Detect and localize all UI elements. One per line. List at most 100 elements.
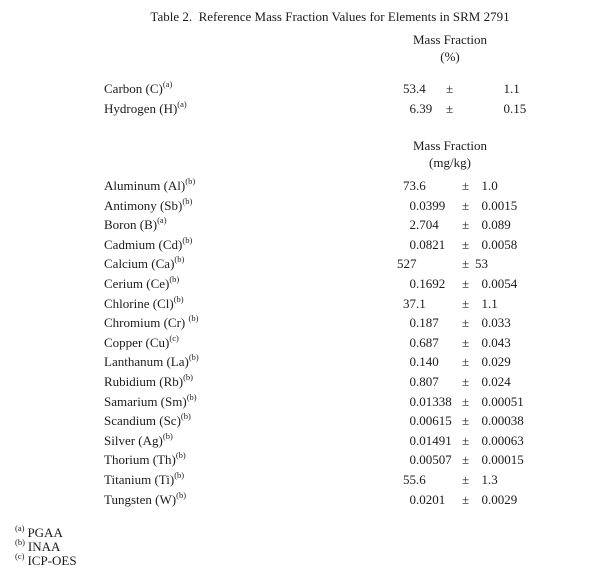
value-int: 0 [409,432,417,448]
uncertainty-int: 0 [481,491,489,507]
element-note: (a) [162,79,173,89]
table-row: Carbon (C)(a) 53 .4 ± 1 .1 [104,79,600,99]
value-frac: .01491 [416,432,452,448]
footnote: (c) ICP-OES [15,552,77,568]
element-note: (b) [174,469,185,480]
uncertainty-frac: .0054 [488,275,518,291]
table-row: Thorium (Th)(b) 0 .00507 ± 0 .00015 [104,450,600,470]
table-row: Scandium (Sc)(b) 0 .00615 ± 0 .00038 [104,411,600,431]
table-row: Hydrogen (H)(a) 6 .39 ± 0 .15 [104,99,600,119]
uncertainty-int: 0 [481,452,489,468]
value-frac: .687 [416,334,439,350]
table-row: Chromium (Cr) (b) 0 .187 ± 0 .033 [104,313,600,333]
table-row: Rubidium (Rb)(b) 0 .807 ± 0 .024 [104,372,600,392]
uncertainty-int: 1 [481,295,489,311]
value-frac: .39 [416,100,433,116]
element-name: Scandium (Sc)(b) [104,411,191,429]
footnote-label: INAA [27,539,61,554]
column-header-percent: Mass Fraction (%) [388,31,512,65]
element-name: Silver (Ag)(b) [104,430,173,448]
uncertainty-frac: .089 [488,217,511,233]
uncertainty-frac: .3 [488,471,498,487]
table-row: Copper (Cu)(c) 0 .687 ± 0 .043 [104,333,600,353]
uncertainty-frac: .15 [510,100,527,116]
value-int: 53 [403,81,416,96]
plus-minus-sign: ± [462,256,470,272]
plus-minus-sign: ± [462,432,470,448]
uncertainty-int: 0 [481,334,489,350]
value-frac: .140 [416,354,439,370]
value-int: 527 [397,256,417,272]
plus-minus-sign: ± [462,236,470,252]
element-note: (b) [180,411,191,422]
table-row: Aluminum (Al)(b) 73 .6 ± 1 .0 [104,176,600,196]
value-frac: .6 [416,178,426,193]
value-frac: .807 [416,373,439,389]
value-int: 0 [409,491,417,507]
element-note: (b) [176,489,187,500]
column-header-line2: (mg/kg) [429,155,471,170]
uncertainty-int: 0 [481,315,489,331]
element-name: Titanium (Ti)(b) [104,469,185,487]
value-int: 0 [409,354,417,370]
uncertainty-frac: .1 [510,81,520,96]
element-note: (b) [175,450,186,461]
uncertainty-int: 0 [481,432,489,448]
uncertainty-int: 0 [503,100,511,116]
element-note: (a) [157,215,167,226]
plus-minus-sign: ± [446,100,454,116]
table-row: Calcium (Ca)(b) 527 ± 53 [104,254,600,274]
footnote: (b) INAA [15,538,77,554]
uncertainty-int: 0 [481,197,489,213]
uncertainty-frac: .00051 [488,393,524,409]
percent-section: Carbon (C)(a) 53 .4 ± 1 .1 Hydrogen (H)(… [0,79,600,118]
plus-minus-sign: ± [462,217,470,233]
uncertainty-frac: .024 [488,373,511,389]
uncertainty-frac: .1 [488,295,498,311]
value-frac: .0201 [416,491,446,507]
uncertainty-frac: .00063 [488,432,524,448]
table-row: Chlorine (Cl)(b) 37 .1 ± 1 .1 [104,294,600,314]
element-name: Antimony (Sb)(b) [104,195,193,213]
element-note: (b) [186,391,197,402]
element-note: (b) [162,430,173,441]
uncertainty-int: 0 [481,393,489,409]
value-frac: .0399 [416,197,446,213]
uncertainty-frac: .0015 [488,197,518,213]
element-name: Boron (B)(a) [104,215,167,233]
value-frac: .704 [416,217,439,233]
value-int: 37 [403,295,416,311]
footnote-label: ICP-OES [27,553,77,568]
plus-minus-sign: ± [462,178,470,193]
element-note: (a) [177,98,187,109]
element-note: (b) [183,371,194,382]
element-name: Cadmium (Cd)(b) [104,234,193,252]
element-note: (b) [174,254,185,265]
value-frac: .6 [416,471,426,487]
value-int: 73 [403,178,416,193]
value-frac: .187 [416,315,439,331]
table-row: Silver (Ag)(b) 0 .01491 ± 0 .00063 [104,431,600,451]
uncertainty-int: 0 [481,373,489,389]
uncertainty-frac [488,254,600,274]
element-note: (b) [173,293,184,304]
mgkg-section: Aluminum (Al)(b) 73 .6 ± 1 .0 Antimony (… [0,176,600,509]
uncertainty-frac: .0058 [488,236,518,252]
uncertainty-frac: .029 [488,354,511,370]
element-name: Calcium (Ca)(b) [104,254,185,272]
element-name: Thorium (Th)(b) [104,450,186,468]
value-frac: .00507 [416,452,452,468]
footnote-label: PGAA [27,525,63,540]
uncertainty-frac: .033 [488,315,511,331]
uncertainty-int: 0 [481,236,489,252]
value-int: 0 [409,413,417,429]
element-name: Samarium (Sm)(b) [104,391,197,409]
table-row: Titanium (Ti)(b) 55 .6 ± 1 .3 [104,470,600,490]
plus-minus-sign: ± [462,471,470,487]
element-note: (b) [188,313,199,324]
value-frac: .01338 [416,393,452,409]
value-int: 2 [409,217,417,233]
element-note: (b) [188,352,199,363]
table-row: Samarium (Sm)(b) 0 .01338 ± 0 .00051 [104,392,600,412]
